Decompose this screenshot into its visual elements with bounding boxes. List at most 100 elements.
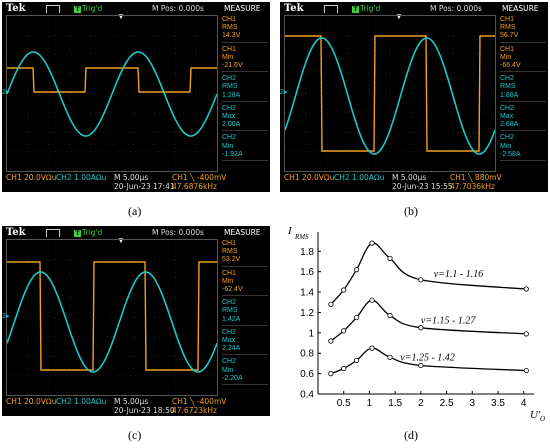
- data-point: [353, 357, 360, 363]
- data-point: [418, 362, 424, 369]
- x-tick-label: 3: [470, 398, 476, 409]
- ch-marker-icon: 2▸: [2, 313, 10, 320]
- scope-header: Tek T Trig'd M Pos: 0.000s MEASURE: [2, 2, 270, 15]
- measure-5: CH2 Min -1.92A: [222, 134, 268, 162]
- measure-4: CH2 Max 2.00A: [222, 105, 268, 132]
- y-tick-label: 0.4: [300, 390, 314, 401]
- data-point: [341, 365, 347, 372]
- trigger-status: T Trig'd: [352, 4, 381, 13]
- trigger-arrow-icon: ▼: [117, 236, 125, 245]
- y-axis-label-sub: RMS: [294, 233, 309, 241]
- x-axis-label: U': [530, 409, 541, 421]
- data-point: [341, 328, 347, 334]
- data-point: [523, 286, 529, 292]
- position-readout: M Pos: 0.000s: [152, 4, 204, 13]
- data-point: [387, 354, 393, 360]
- data-point: [369, 297, 375, 303]
- y-tick-label: 0.8: [300, 349, 314, 360]
- pulse-icon: [46, 5, 60, 13]
- y-tick-label: 0.6: [300, 369, 314, 380]
- x-tick-label: 0.5: [337, 398, 351, 409]
- brand-logo: Tek: [284, 3, 304, 14]
- measure-1: CH1 RMS 56.7V: [500, 16, 546, 43]
- caption-b: (b): [404, 204, 418, 218]
- brand-logo: Tek: [6, 3, 26, 14]
- trigger-status: T Trig'd: [74, 4, 103, 13]
- data-point: [353, 267, 360, 273]
- waveform-grid: [6, 15, 218, 172]
- data-point: [387, 312, 393, 319]
- measure-3: CH2 RMS 1.88A: [500, 75, 546, 102]
- x-tick-label: 2: [418, 398, 424, 409]
- scope-a: Tek T Trig'd M Pos: 0.000s MEASURE ▼ 2▸ C…: [2, 2, 270, 192]
- measure-4: CH2 Max 2.68A: [500, 105, 546, 132]
- ch1-scale: CH1 20.0VΩu: [284, 173, 335, 182]
- measure-title: MEASURE: [224, 4, 261, 13]
- waveform-grid: [284, 15, 496, 172]
- trig-icon: T: [352, 6, 359, 13]
- ch2-scale: CH2 1.00AΩu: [56, 173, 107, 182]
- trigger-level: CH1 ╲ -400mV: [172, 173, 227, 182]
- ch-marker-icon: 2▸: [2, 89, 10, 96]
- x-tick-label: 2.5: [440, 398, 454, 409]
- measure-5: CH2 Min -2.58A: [500, 134, 546, 162]
- y-tick-label: 1.8: [300, 247, 314, 258]
- trigger-level: CH1 ╲ -400mV: [172, 397, 227, 406]
- measure-panel: CH1 RMS 14.3V CH1 Min -21.6V CH2 RMS 1.28A CH2…: [222, 16, 268, 164]
- ch1-trace: [7, 261, 217, 371]
- y-tick-label: 1.4: [300, 288, 314, 299]
- measure-3: CH2 RMS 1.42A: [222, 299, 268, 326]
- timebase: M 5.00µs: [114, 173, 149, 182]
- data-point: [328, 338, 334, 344]
- waveform-plot: [285, 16, 495, 171]
- measure-title: MEASURE: [224, 228, 261, 237]
- measure-2: CH1 Min -62.4V: [222, 270, 268, 297]
- brand-logo: Tek: [6, 227, 26, 238]
- series-line-1: [330, 242, 527, 305]
- data-point: [387, 255, 393, 262]
- x-axis-label-sub: O: [540, 415, 545, 422]
- x-tick-label: 4: [521, 398, 527, 409]
- trig-icon: T: [74, 6, 81, 13]
- caption-a: (a): [128, 204, 142, 218]
- waveform-plot: [7, 16, 217, 171]
- x-tick-label: 1: [367, 398, 373, 409]
- data-point: [353, 314, 360, 321]
- measure-panel: CH1 RMS 53.2V CH1 Min -62.4V CH2 RMS 1.42A CH2…: [222, 240, 268, 388]
- trig-icon: T: [74, 230, 81, 237]
- measure-2: CH1 Min -21.6V: [222, 46, 268, 73]
- timebase: M 5.00µs: [392, 173, 427, 182]
- measure-title: MEASURE: [502, 4, 539, 13]
- ch1-scale: CH1 20.0VΩu: [6, 397, 57, 406]
- y-tick-label: 1.6: [300, 267, 314, 278]
- data-point: [523, 331, 529, 337]
- scope-c: Tek T Trig'd M Pos: 0.000s MEASURE ▼ 2▸ C…: [2, 226, 270, 416]
- pulse-icon: [46, 229, 60, 237]
- ch2-trace: [285, 37, 495, 155]
- pulse-icon: [324, 5, 338, 13]
- measure-1: CH1 RMS 53.2V: [222, 240, 268, 267]
- waveform-plot: [7, 240, 217, 395]
- ch2-trace: [7, 51, 217, 137]
- frequency: 47.6876kHz: [172, 182, 217, 191]
- position-readout: M Pos: 0.000s: [430, 4, 482, 13]
- ch2-scale: CH2 1.00AΩu: [334, 173, 385, 182]
- series-label-1: ν=1.1 - 1.16: [434, 269, 484, 280]
- scope-footer: CH1 20.0VΩu CH2 1.00AΩu M 5.00µs 20-Jun-…: [2, 394, 270, 416]
- data-point: [328, 301, 334, 307]
- measure-panel: CH1 RMS 56.7V CH1 Min -66.4V CH2 RMS 1.88A CH2…: [500, 16, 546, 164]
- data-point: [418, 325, 424, 331]
- caption-d: (d): [404, 428, 418, 442]
- data-point: [369, 345, 375, 351]
- trigger-arrow-icon: ▼: [395, 12, 403, 21]
- scope-header: Tek T Trig'd M Pos: 0.000s MEASURE: [2, 226, 270, 239]
- waveform-grid: [6, 239, 218, 396]
- measure-1: CH1 RMS 14.3V: [222, 16, 268, 43]
- data-point: [523, 367, 529, 374]
- measure-3: CH2 RMS 1.28A: [222, 75, 268, 102]
- series-label-2: ν=1.15 - 1.27: [421, 316, 477, 327]
- ch2-scale: CH2 1.00AΩu: [56, 397, 107, 406]
- trigger-level: CH1 ╲ 880mV: [450, 173, 502, 182]
- data-point: [341, 287, 347, 293]
- frequency: 47.6723kHz: [172, 406, 217, 415]
